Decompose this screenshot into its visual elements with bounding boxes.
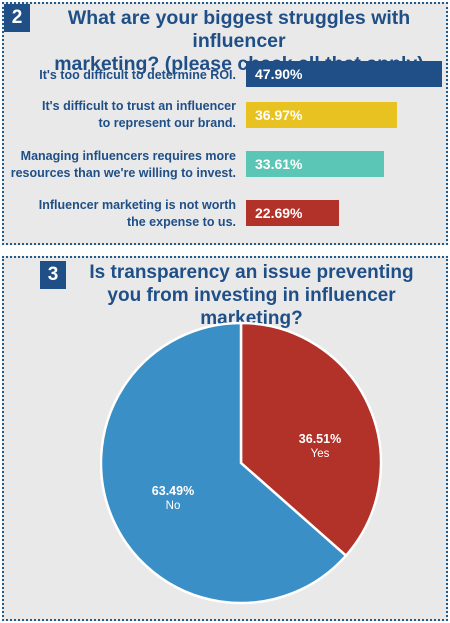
transparency-title-line-1: Is transparency an issue preventing [89, 262, 414, 283]
transparency-title-line-2: you from investing in influencer marketi… [107, 285, 396, 329]
transparency-pie: 36.51% Yes 63.49% No [99, 320, 384, 606]
question-number-badge: 2 [4, 4, 30, 32]
pie-label-no: 63.49% No [151, 484, 195, 512]
bar-label-roi: It's too difficult to determine ROI. [39, 68, 236, 82]
bar-value-roi: 47.90% [255, 66, 303, 82]
question-number-badge: 3 [40, 261, 66, 289]
pie-slice-no [99, 321, 348, 605]
bar-label-resources: Managing influencers requires more resou… [10, 149, 236, 180]
transparency-title: Is transparency an issue preventing you … [54, 261, 449, 330]
bar-resources [246, 151, 384, 177]
bar-label-expense: Influencer marketing is not worth the ex… [38, 198, 236, 229]
struggles-title-line-1: What are your biggest struggles with inf… [67, 7, 411, 52]
bar-value-expense: 22.69% [255, 205, 303, 221]
bar-value-trust: 36.97% [255, 107, 303, 123]
bar-value-resources: 33.61% [255, 156, 303, 172]
bar-expense [246, 200, 339, 226]
struggles-panel: 2 What are your biggest struggles with i… [2, 2, 448, 245]
pie-chart [99, 321, 383, 605]
bar-trust [246, 102, 398, 128]
pie-label-yes: 36.51% Yes [298, 432, 342, 460]
pie-slice-yes [239, 321, 383, 558]
bar-roi [246, 61, 442, 87]
bar-label-trust: It's difficult to trust an influencer to… [42, 99, 236, 130]
